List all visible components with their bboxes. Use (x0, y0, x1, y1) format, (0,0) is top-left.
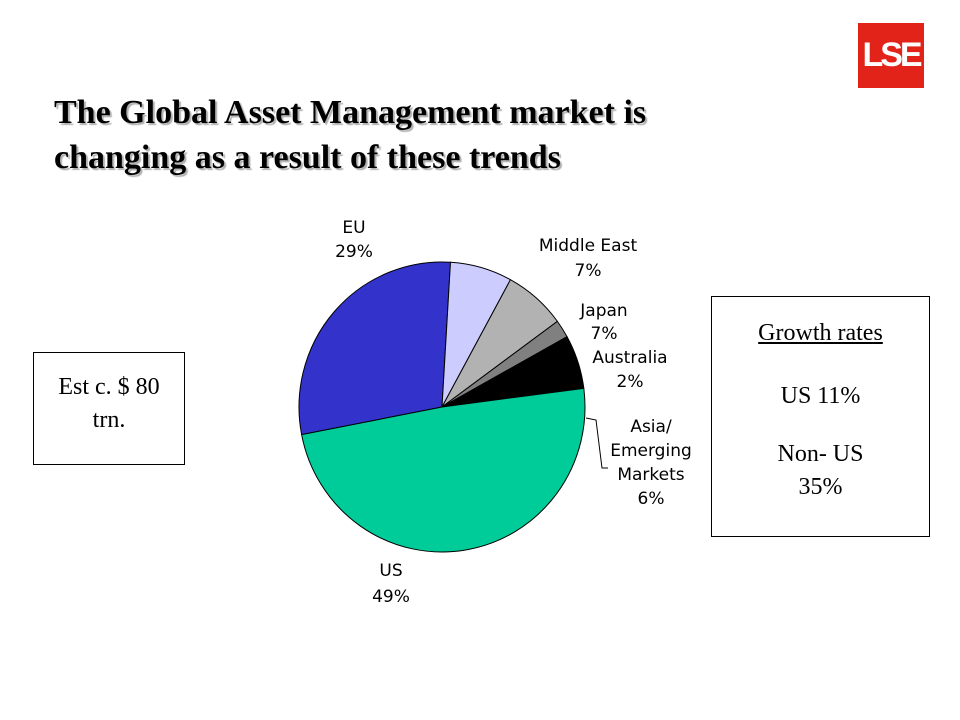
slide-title-line-2: changing as a result of these trends (54, 139, 561, 176)
pie-label-us: US 49% (372, 561, 410, 607)
market-size-line-2: trn. (92, 407, 126, 433)
pie-label-australia: Australia 2% (592, 348, 667, 392)
lse-logo: LSE (858, 23, 924, 88)
pie-slice-us (301, 387, 586, 553)
growth-rate-non-us-value: 35% (798, 474, 843, 500)
growth-rate-non-us: Non- US 35% (712, 438, 929, 504)
market-size-line-1: Est c. $ 80 (58, 374, 160, 400)
pie-slice-eu (298, 261, 452, 436)
pie-label-asia-emerging-markets: Asia/Emerging Markets 6% (610, 417, 692, 509)
market-size-box: Est c. $ 80 trn. (33, 352, 185, 465)
growth-rate-us: US 11% (780, 383, 861, 409)
pie-label-middle-east: Middle East 7% (539, 236, 638, 281)
growth-rates-heading: Growth rates (758, 320, 883, 346)
pie-leader-line-asia (585, 417, 608, 469)
slide-title: The Global Asset Management market is ch… (54, 90, 854, 180)
growth-rates-box: Growth rates US 11% Non- US 35% (711, 296, 930, 537)
pie-label-eu: EU 29% (335, 218, 373, 262)
slide-title-line-1: The Global Asset Management market is (54, 94, 647, 131)
growth-rate-non-us-label: Non- US (777, 441, 864, 467)
pie-label-japan: Japan 7% (579, 301, 627, 344)
